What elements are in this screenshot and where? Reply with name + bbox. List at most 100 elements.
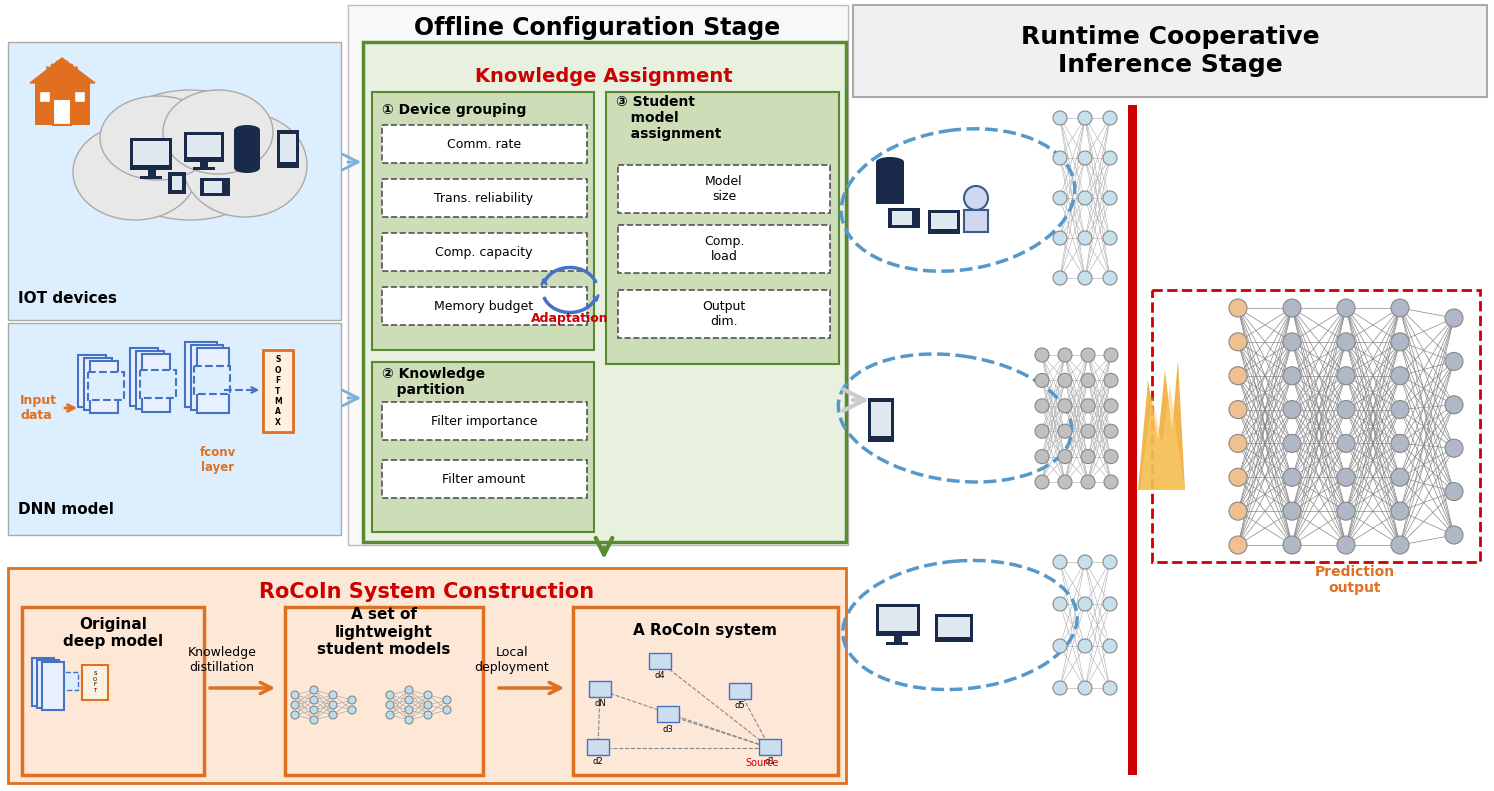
Circle shape bbox=[1053, 597, 1067, 611]
Text: Knowledge
distillation: Knowledge distillation bbox=[188, 646, 257, 674]
Circle shape bbox=[1053, 681, 1067, 695]
Text: DNN model: DNN model bbox=[18, 502, 114, 517]
Circle shape bbox=[1079, 639, 1092, 653]
Text: A RoCoIn system: A RoCoIn system bbox=[633, 623, 777, 638]
Bar bbox=[130, 138, 172, 170]
Text: Input
data: Input data bbox=[19, 394, 57, 422]
Circle shape bbox=[1337, 468, 1355, 486]
Circle shape bbox=[1230, 502, 1247, 520]
Circle shape bbox=[1337, 299, 1355, 317]
Bar bbox=[348, 5, 849, 545]
Bar bbox=[140, 370, 176, 398]
Bar bbox=[84, 358, 112, 410]
Text: Offline Configuration Stage: Offline Configuration Stage bbox=[414, 16, 780, 40]
Circle shape bbox=[1058, 348, 1073, 362]
Ellipse shape bbox=[100, 96, 217, 180]
Circle shape bbox=[291, 701, 299, 709]
Bar bbox=[878, 607, 917, 631]
Circle shape bbox=[1391, 333, 1409, 351]
Bar bbox=[191, 345, 223, 410]
Bar bbox=[1152, 290, 1481, 562]
Circle shape bbox=[1053, 151, 1067, 165]
Text: Comp. capacity: Comp. capacity bbox=[435, 245, 533, 259]
Circle shape bbox=[1283, 299, 1301, 317]
Circle shape bbox=[1103, 271, 1118, 285]
Circle shape bbox=[1058, 399, 1073, 413]
Circle shape bbox=[1079, 555, 1092, 569]
Text: RoCoIn System Construction: RoCoIn System Construction bbox=[260, 582, 595, 602]
Circle shape bbox=[1104, 424, 1118, 438]
Bar bbox=[39, 91, 49, 102]
Circle shape bbox=[1391, 400, 1409, 418]
Bar bbox=[235, 130, 260, 168]
Circle shape bbox=[1283, 468, 1301, 486]
Text: Memory budget: Memory budget bbox=[435, 300, 533, 312]
Circle shape bbox=[1445, 396, 1463, 414]
Circle shape bbox=[1053, 639, 1067, 653]
Circle shape bbox=[444, 696, 451, 704]
Circle shape bbox=[1104, 373, 1118, 388]
Text: Knowledge Assignment: Knowledge Assignment bbox=[475, 66, 734, 85]
Circle shape bbox=[1103, 111, 1118, 125]
FancyArrowPatch shape bbox=[542, 279, 547, 285]
Circle shape bbox=[1079, 151, 1092, 165]
Bar bbox=[619, 225, 831, 273]
Text: Comp.
load: Comp. load bbox=[704, 235, 744, 263]
Bar bbox=[194, 366, 230, 394]
Circle shape bbox=[1053, 231, 1067, 245]
Circle shape bbox=[1337, 367, 1355, 384]
Text: ① Device grouping: ① Device grouping bbox=[382, 103, 526, 117]
Circle shape bbox=[1337, 400, 1355, 418]
Circle shape bbox=[1103, 597, 1118, 611]
Bar bbox=[31, 658, 54, 706]
Bar bbox=[589, 681, 611, 697]
Circle shape bbox=[405, 696, 412, 704]
Circle shape bbox=[1082, 475, 1095, 489]
Bar bbox=[382, 460, 587, 498]
Bar bbox=[75, 91, 85, 102]
Circle shape bbox=[1058, 424, 1073, 438]
Circle shape bbox=[1104, 348, 1118, 362]
Circle shape bbox=[1082, 449, 1095, 464]
Bar bbox=[193, 167, 215, 170]
Circle shape bbox=[1079, 681, 1092, 695]
Circle shape bbox=[1391, 502, 1409, 520]
Circle shape bbox=[1230, 468, 1247, 486]
FancyArrowPatch shape bbox=[342, 390, 359, 406]
Bar bbox=[871, 402, 890, 436]
Circle shape bbox=[329, 691, 338, 699]
FancyArrowPatch shape bbox=[844, 389, 865, 411]
Bar bbox=[1128, 105, 1137, 775]
Bar bbox=[7, 568, 846, 783]
Circle shape bbox=[1391, 434, 1409, 452]
Ellipse shape bbox=[100, 90, 279, 220]
Circle shape bbox=[1445, 439, 1463, 457]
Text: Adaptation: Adaptation bbox=[532, 312, 610, 324]
Ellipse shape bbox=[182, 113, 306, 217]
Bar bbox=[382, 179, 587, 217]
Bar bbox=[382, 287, 587, 325]
Circle shape bbox=[1337, 333, 1355, 351]
Circle shape bbox=[329, 711, 338, 719]
Bar bbox=[142, 354, 170, 412]
FancyArrowPatch shape bbox=[64, 405, 75, 411]
Circle shape bbox=[1445, 483, 1463, 501]
Circle shape bbox=[1283, 434, 1301, 452]
Circle shape bbox=[1230, 536, 1247, 554]
Text: S
O
F
T: S O F T bbox=[93, 671, 97, 693]
Bar bbox=[90, 361, 118, 413]
Bar bbox=[185, 342, 217, 407]
Circle shape bbox=[1053, 191, 1067, 205]
Text: A set of
lightweight
student models: A set of lightweight student models bbox=[317, 607, 451, 657]
Bar bbox=[729, 683, 751, 699]
Bar bbox=[197, 348, 229, 413]
Circle shape bbox=[424, 691, 432, 699]
Circle shape bbox=[1035, 348, 1049, 362]
Circle shape bbox=[1082, 424, 1095, 438]
Circle shape bbox=[1104, 449, 1118, 464]
Circle shape bbox=[348, 706, 356, 714]
Circle shape bbox=[1283, 536, 1301, 554]
Bar bbox=[382, 125, 587, 163]
Text: d2: d2 bbox=[593, 758, 604, 766]
Ellipse shape bbox=[235, 163, 260, 173]
